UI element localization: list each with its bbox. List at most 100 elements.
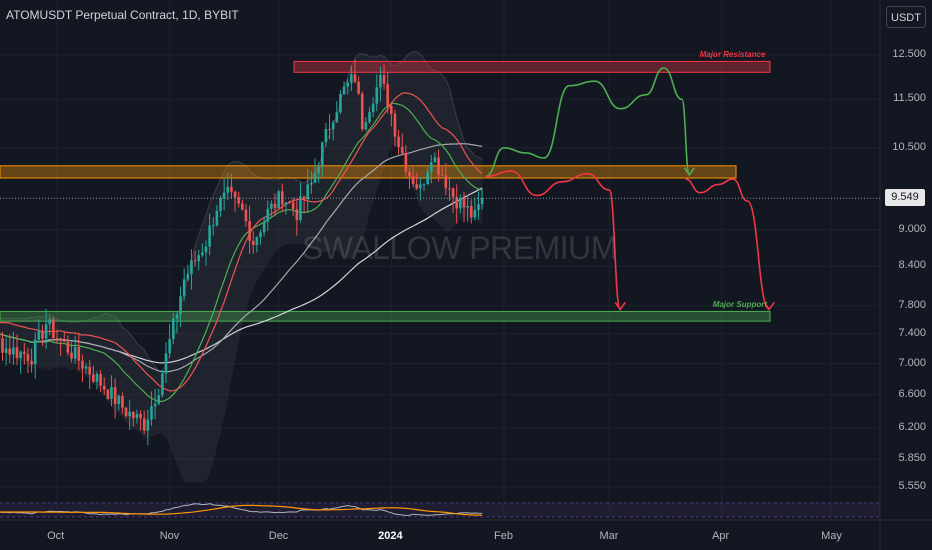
candle-body [397,136,400,147]
candle-body [110,387,113,399]
time-tick-label: Apr [712,530,730,542]
ma-fast-line [0,102,483,402]
time-tick-label: Nov [159,530,180,542]
candle-body [171,318,175,340]
projection-bullish [485,67,691,178]
zone-rect [293,60,771,73]
candle-body [95,373,99,382]
candle-body [182,279,186,297]
price-tick-label: 10.500 [892,140,926,153]
bollinger-bands [0,51,483,483]
candle-body [190,260,193,275]
time-tick-label: May [821,530,842,542]
price-tick-label: 12.500 [892,48,926,60]
candle-body [331,122,335,130]
candle-body [448,188,451,190]
candle-body [241,203,244,210]
candle-body [211,225,215,227]
candle-body [357,81,360,94]
candle-body [33,339,37,365]
candle-body [411,176,415,185]
candle-body [233,191,237,198]
candle-body [157,395,161,404]
bollinger-fill [0,51,483,483]
projection-arrowhead [763,301,775,311]
candle-body [201,252,204,256]
candle-body [146,419,150,431]
candle-body [219,197,222,211]
candle-body [426,171,429,185]
candle-body [404,153,408,172]
candle-body [135,413,139,419]
candle-body [466,206,469,208]
candle-body [408,171,411,177]
price-tick-label: 6.200 [898,421,926,434]
candle-body [117,395,121,404]
candle-body [30,360,33,365]
candle-body [55,338,59,340]
candle-body [277,191,280,209]
candle-body [379,75,382,88]
time-tick-label: Oct [47,530,65,542]
candle-body [168,339,171,354]
candle-body [266,208,270,222]
candle-body [255,237,259,246]
candle-body [415,184,419,189]
candle-body [429,162,433,172]
candle-body [99,373,102,386]
currency-button[interactable]: USDT [886,6,926,28]
last-price-badge: 9.549 [885,189,925,206]
projection-arrowhead [614,301,626,311]
candle-body [437,157,440,175]
candle-body [164,353,168,374]
candle-body [342,86,346,95]
watermark: SWALLOW PREMIUM [302,230,617,266]
candle-body [193,260,197,262]
candle-body [15,347,19,359]
candle-body [132,411,135,419]
candle-body [288,202,291,204]
candle-body [70,352,73,359]
candle-body [270,203,273,209]
candle-body [393,113,397,137]
candle-body [66,341,70,353]
candle-body [444,175,448,189]
candle-body [390,106,393,114]
candle-body [284,202,288,205]
candle-body [37,330,41,340]
projection-bearish [685,178,770,311]
candle-body [302,196,306,200]
candle-body [121,395,124,408]
candle-body [59,338,62,341]
candle-body [12,347,15,355]
candle-body [179,296,182,315]
candle-body [433,157,437,163]
candle-body [368,112,371,123]
candle-body [346,82,350,87]
candle-body [88,366,92,375]
projection-arrowhead [683,167,695,177]
ma-mid-line [0,142,483,373]
candle-body [186,274,190,280]
candle-body [262,221,266,233]
candle-body [230,186,233,192]
price-zones [0,60,771,322]
candle-body [462,198,466,208]
projection-bearish [485,170,621,311]
candle-body [455,197,459,209]
candle-body [339,94,342,113]
chart-title: ATOMUSDT Perpetual Contract, 1D, BYBIT [6,8,239,22]
zone-label: Major Resistance [699,50,766,60]
candle-body [142,418,146,431]
candle-body [26,354,30,361]
candle-body [251,240,255,246]
candle-body [102,385,106,390]
candle-body [291,202,295,210]
candle-body [364,122,368,130]
price-tick-label: 7.000 [898,356,926,369]
candle-body [350,74,353,83]
bollinger-upper [0,51,483,372]
zone-label: Major Support [712,300,768,310]
